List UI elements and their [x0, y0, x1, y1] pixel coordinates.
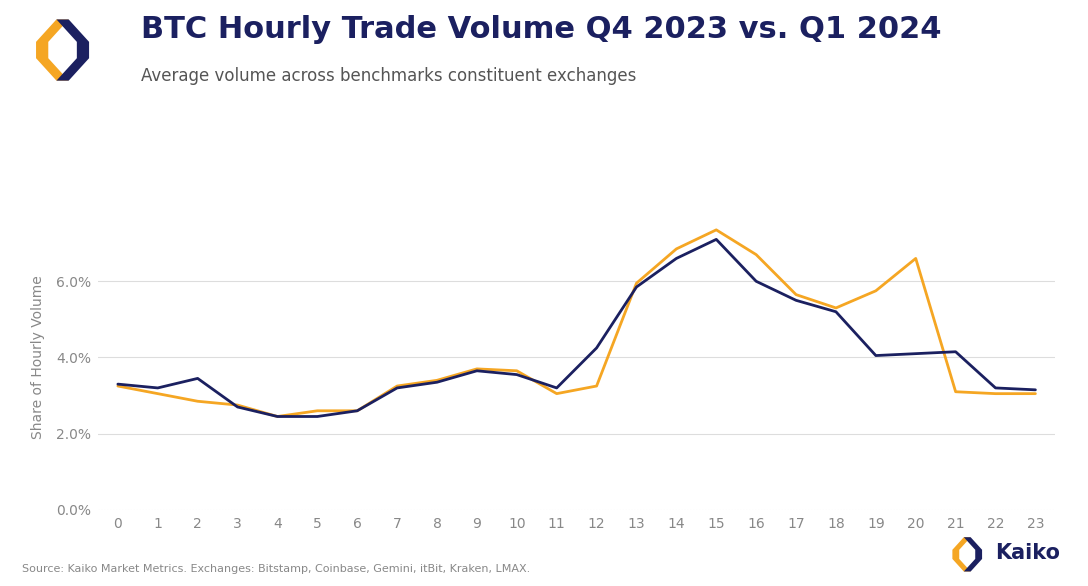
Y-axis label: Share of Hourly Volume: Share of Hourly Volume: [30, 275, 45, 440]
Text: Average volume across benchmarks constituent exchanges: Average volume across benchmarks constit…: [141, 67, 636, 86]
Text: BTC Hourly Trade Volume Q4 2023 vs. Q1 2024: BTC Hourly Trade Volume Q4 2023 vs. Q1 2…: [141, 15, 942, 43]
Polygon shape: [964, 537, 982, 571]
Polygon shape: [57, 19, 89, 81]
Text: Kaiko: Kaiko: [996, 543, 1061, 563]
Text: Source: Kaiko Market Metrics. Exchanges: Bitstamp, Coinbase, Gemini, itBit, Krak: Source: Kaiko Market Metrics. Exchanges:…: [22, 564, 530, 574]
Polygon shape: [952, 537, 970, 571]
Polygon shape: [36, 19, 69, 81]
